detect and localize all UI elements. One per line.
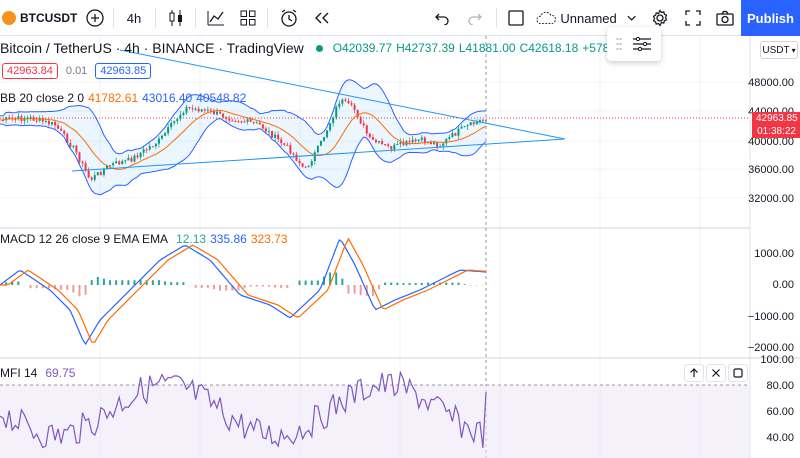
currency-label: USDT (762, 44, 790, 56)
bar-countdown-badge: 01:38:22 (752, 125, 800, 138)
legend-settings-popup[interactable] (607, 27, 661, 61)
layout-name-button[interactable]: Unnamed (536, 0, 636, 36)
ohlc-close: C42618.18 (519, 41, 579, 55)
settings-button[interactable] (648, 0, 672, 36)
pane-move-up-button[interactable] (684, 364, 704, 382)
maximize-icon (733, 368, 743, 378)
chevron-down-icon (627, 15, 636, 21)
pane-maximize-button[interactable] (728, 364, 748, 382)
chart-title-legend: Bitcoin / TetherUS · 4h · BINANCE · Trad… (0, 40, 626, 56)
bollinger-lower (0, 118, 487, 196)
macd-signal-line (0, 237, 487, 343)
price-axis-tick: 48000.00 (748, 77, 794, 89)
macd-signal-value: 323.73 (250, 232, 288, 246)
candles-icon (169, 10, 182, 26)
top-toolbar: BTCUSDT 4h Unnamed Publish (0, 0, 800, 36)
gear-icon (652, 9, 668, 27)
screenshot-button[interactable] (713, 0, 737, 36)
square-icon (508, 10, 524, 26)
replay-button[interactable] (310, 0, 334, 36)
bitcoin-icon (2, 11, 16, 25)
mfi-label: MFI 14 (0, 366, 38, 380)
macd-line (0, 238, 487, 346)
last-price-badge: 42963.85 (752, 112, 800, 125)
macd-hist-value: 12.13 (176, 232, 207, 246)
ohlc-high: H42737.39 (396, 41, 455, 55)
trade-buttons: 42963.84 0.01 42963.85 (2, 63, 152, 79)
bollinger-basis-value: 41782.61 (88, 91, 139, 105)
price-axis-tick: 40000.00 (748, 136, 794, 148)
camera-icon (716, 10, 734, 26)
ohlc-low: L41881.00 (458, 41, 516, 55)
bollinger-legend[interactable]: BB 20 close 2 0 41782.61 43016.40 40548.… (0, 91, 246, 105)
macd-axis-tick: 1000.00 (754, 248, 794, 260)
bollinger-upper (0, 79, 487, 155)
templates-button[interactable] (236, 0, 260, 36)
redo-button[interactable] (463, 0, 487, 36)
mfi-legend[interactable]: MFI 14 69.75 (0, 366, 75, 380)
fullscreen-button[interactable] (681, 0, 705, 36)
mfi-axis-tick: 40.00 (766, 432, 794, 444)
price-axis-tick: 32000.00 (748, 193, 794, 205)
symbol-label: BTCUSDT (20, 11, 78, 25)
ohlc-open: O42039.77 (332, 41, 393, 55)
grid-icon (240, 10, 256, 26)
chevron-down-icon: ▾ (791, 45, 796, 55)
plus-circle-icon (86, 9, 104, 27)
undo-icon (435, 13, 449, 25)
drag-handle-icon (616, 38, 622, 50)
buy-button[interactable]: 42963.85 (95, 63, 152, 79)
mfi-band (0, 385, 750, 458)
trendline-upper[interactable] (119, 49, 566, 140)
candles (2, 97, 487, 183)
indicators-icon (207, 11, 224, 26)
chart-title: Bitcoin / TetherUS · 4h · BINANCE · Trad… (0, 40, 304, 56)
bollinger-lower-value: 40548.82 (196, 91, 247, 105)
bollinger-upper-value: 43016.40 (142, 91, 193, 105)
close-icon (712, 369, 720, 377)
macd-axis-tick: 0.00 (772, 279, 794, 291)
indicators-button[interactable] (203, 0, 229, 36)
undo-button[interactable] (430, 0, 454, 36)
arrow-up-icon (690, 368, 698, 377)
list-settings-icon (633, 36, 651, 52)
market-status-dot (315, 44, 323, 52)
pane-close-button[interactable] (706, 364, 726, 382)
macd-histogram (5, 272, 484, 297)
alert-button[interactable] (276, 0, 302, 36)
bollinger-fill (0, 79, 486, 195)
currency-select[interactable]: USDT ▾ (760, 41, 798, 59)
compare-button[interactable] (84, 0, 106, 36)
mfi-line (0, 370, 487, 449)
alarm-clock-icon (281, 9, 297, 27)
macd-label: MACD 12 26 close 9 EMA EMA (0, 232, 169, 246)
mfi-axis-tick: 100.00 (760, 354, 794, 366)
symbol-search[interactable]: BTCUSDT (0, 0, 80, 36)
macd-axis-tick: −1000.00 (747, 311, 794, 323)
chart-type-button[interactable] (164, 0, 188, 36)
mfi-value: 69.75 (45, 366, 76, 380)
bollinger-basis (0, 109, 487, 170)
spread-label: 0.01 (65, 65, 88, 77)
redo-icon (468, 13, 482, 25)
price-axis-tick: 36000.00 (748, 164, 794, 176)
bollinger-label: BB 20 close 2 0 (0, 91, 85, 105)
layout-name: Unnamed (560, 10, 617, 26)
cloud-icon (536, 11, 556, 25)
rewind-icon (315, 12, 329, 24)
macd-legend[interactable]: MACD 12 26 close 9 EMA EMA 12.13 335.86 … (0, 232, 288, 246)
trendline-lower[interactable] (71, 138, 566, 172)
layout-select-button[interactable] (505, 0, 527, 36)
interval-button[interactable]: 4h (126, 10, 142, 26)
mfi-axis-tick: 60.00 (766, 406, 794, 418)
chart-canvas[interactable] (0, 36, 800, 458)
fullscreen-icon (685, 10, 701, 26)
publish-button[interactable]: Publish (741, 0, 800, 36)
sell-button[interactable]: 42963.84 (2, 63, 58, 79)
mfi-axis-tick: 80.00 (766, 380, 794, 392)
macd-axis-tick: −2000.00 (747, 342, 794, 354)
macd-value: 335.86 (210, 232, 247, 246)
